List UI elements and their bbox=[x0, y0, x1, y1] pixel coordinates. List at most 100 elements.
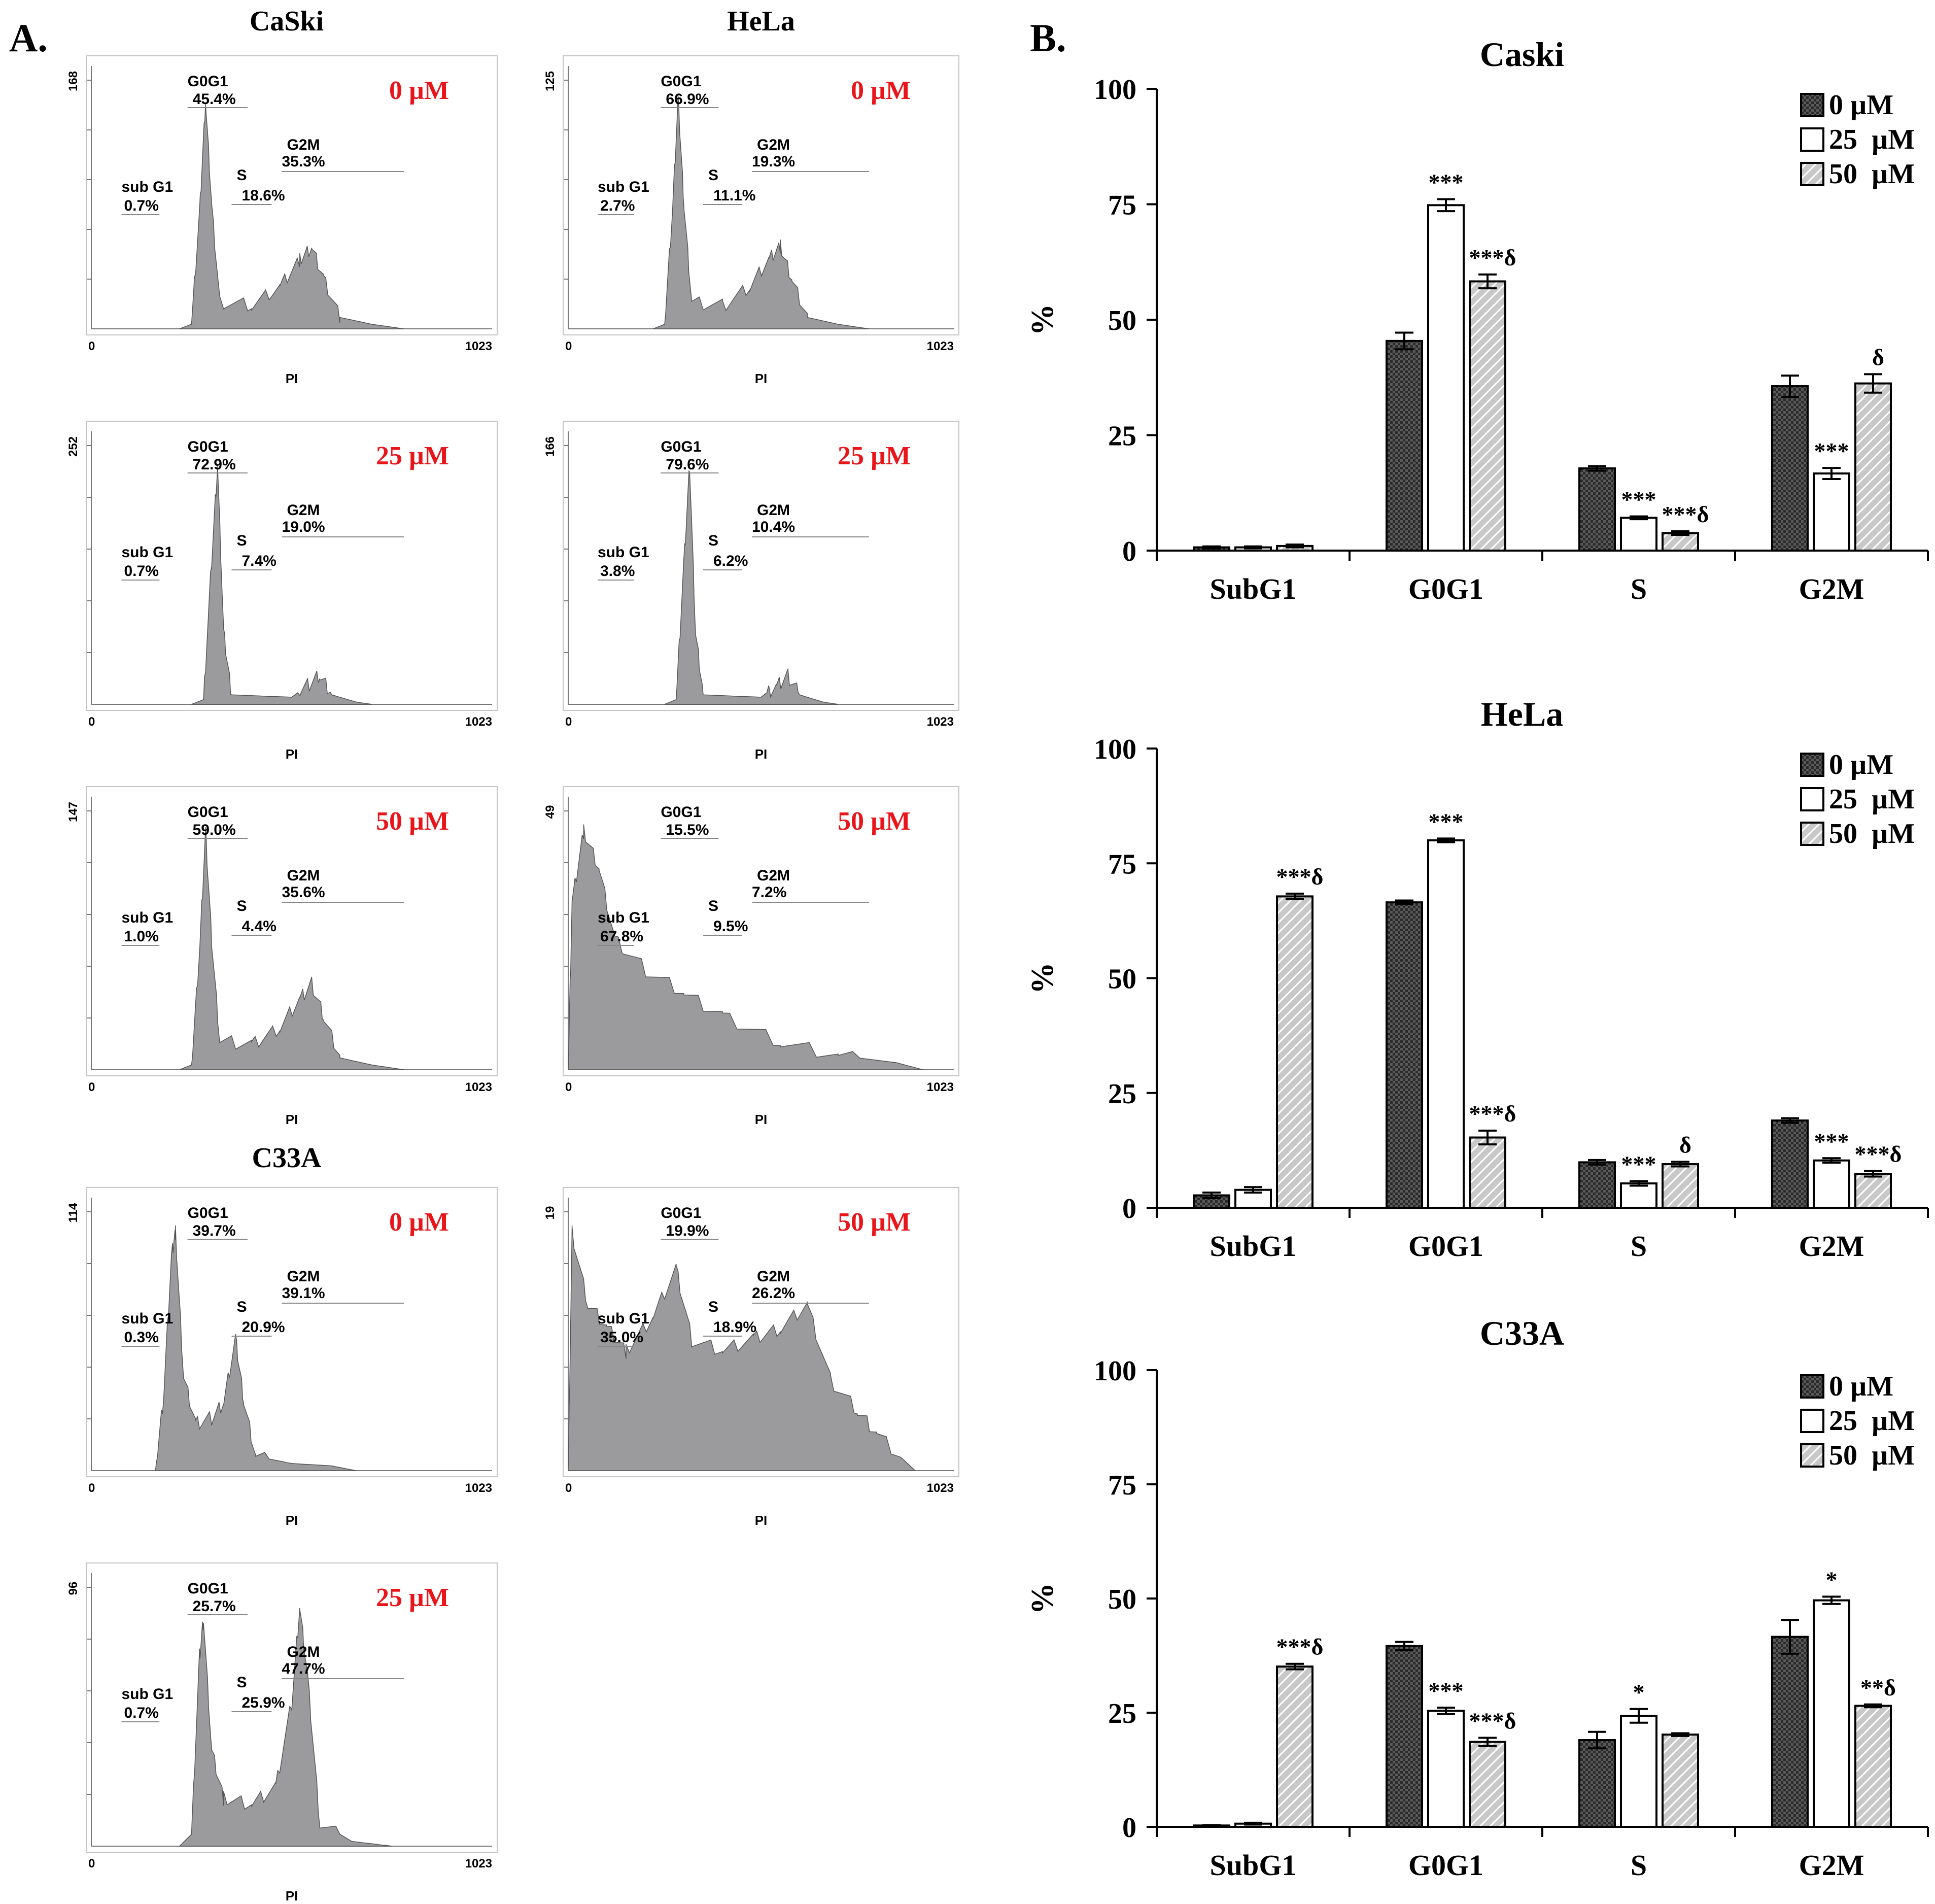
bar-c33a-s0-c1 bbox=[1386, 1645, 1423, 1828]
gate-g0g1-value: 45.4% bbox=[193, 91, 236, 108]
histogram-axis-label: PI bbox=[755, 1112, 768, 1127]
bar-c33a-s2-c2 bbox=[1662, 1733, 1699, 1828]
histogram-ymax: 125 bbox=[543, 71, 557, 91]
histogram-dose: 50 µM bbox=[376, 807, 449, 836]
histogram-ymax: 252 bbox=[66, 436, 80, 457]
significance-label: ***δ bbox=[1469, 245, 1516, 270]
panel-a-label: A. bbox=[9, 16, 48, 60]
gate-subg1-label: sub G1 bbox=[122, 909, 174, 926]
chart-y-tick-label: 100 bbox=[1094, 734, 1136, 765]
gate-subg1-value: 67.8% bbox=[600, 928, 643, 945]
gate-subg1-label: sub G1 bbox=[122, 1310, 174, 1327]
cell-title-c33a: C33A bbox=[252, 1142, 322, 1174]
gate-s-value: 11.1% bbox=[713, 187, 755, 204]
gate-s-value: 18.6% bbox=[242, 187, 285, 204]
legend-swatch bbox=[1800, 1374, 1824, 1399]
bar-hela-s0-c1 bbox=[1386, 901, 1423, 1209]
significance-label: *** bbox=[1429, 808, 1464, 834]
bar-caski-s2-c3 bbox=[1854, 382, 1892, 552]
legend-label: 0 µM bbox=[1829, 1371, 1893, 1402]
chart-x-tick-label: SubG1 bbox=[1210, 1230, 1297, 1263]
gate-g2m-value: 47.7% bbox=[282, 1660, 325, 1677]
histogram-ymax: 49 bbox=[543, 805, 557, 819]
bar-hela-s1-c3 bbox=[1813, 1159, 1850, 1209]
legend-swatch bbox=[1800, 1443, 1824, 1468]
gate-g0g1-value: 59.0% bbox=[193, 822, 236, 838]
gate-s-value: 9.5% bbox=[713, 918, 748, 935]
gate-subg1-value: 0.7% bbox=[124, 563, 159, 580]
gate-g2m-label: G2M bbox=[757, 867, 790, 884]
significance-label: * bbox=[1826, 1567, 1838, 1592]
chart-y-label: % bbox=[1025, 304, 1060, 335]
histogram-dose: 50 µM bbox=[838, 1208, 911, 1237]
chart-y-label: % bbox=[1025, 1583, 1060, 1614]
gate-g0g1-label: G0G1 bbox=[188, 1580, 228, 1597]
gate-g2m-value: 26.2% bbox=[752, 1285, 795, 1302]
gate-subg1-label: sub G1 bbox=[122, 544, 174, 561]
histogram-dose: 25 µM bbox=[376, 1583, 449, 1612]
gate-subg1-label: sub G1 bbox=[598, 179, 649, 195]
histogram-shape bbox=[179, 104, 404, 329]
histogram-ymax: 96 bbox=[66, 1582, 80, 1595]
gate-subg1-label: sub G1 bbox=[598, 544, 649, 561]
bar-caski-s0-c1 bbox=[1386, 339, 1423, 552]
chart-title: HeLa bbox=[1481, 695, 1563, 733]
bar-hela-s1-c2 bbox=[1620, 1182, 1657, 1209]
legend-label: 25 µM bbox=[1829, 784, 1915, 815]
bar-caski-s1-c2 bbox=[1620, 517, 1657, 552]
chart-x-tick-label: SubG1 bbox=[1210, 572, 1297, 605]
gate-subg1-value: 0.7% bbox=[124, 1705, 159, 1721]
bar-caski-s1-c3 bbox=[1813, 472, 1850, 552]
chart-x-tick-label: G2M bbox=[1799, 1230, 1864, 1263]
bar-caski-s0-c3 bbox=[1771, 385, 1809, 552]
legend-swatch bbox=[1800, 93, 1824, 117]
chart-y-tick-label: 0 bbox=[1122, 1812, 1136, 1844]
chart-y-tick-label: 0 bbox=[1122, 1193, 1136, 1225]
gate-g2m-label: G2M bbox=[757, 502, 790, 519]
chart-y-tick-label: 50 bbox=[1108, 305, 1136, 336]
gate-g2m-value: 19.3% bbox=[752, 153, 795, 170]
histogram-axis-label: PI bbox=[286, 1513, 298, 1528]
bar-c33a-s2-c0 bbox=[1276, 1665, 1314, 1828]
significance-label: *** bbox=[1621, 1151, 1656, 1177]
gate-s-value: 18.9% bbox=[713, 1319, 756, 1336]
significance-label: δ bbox=[1679, 1132, 1691, 1158]
legend-label: 25 µM bbox=[1829, 124, 1915, 155]
histogram-x-start: 0 bbox=[88, 1481, 95, 1495]
histogram-x-start: 0 bbox=[88, 1080, 95, 1094]
legend-swatch bbox=[1800, 162, 1824, 186]
chart-x-tick-label: G2M bbox=[1799, 1849, 1864, 1882]
histogram-x-start: 0 bbox=[88, 1857, 95, 1871]
significance-label: ***δ bbox=[1855, 1141, 1902, 1167]
histogram-axis-label: PI bbox=[755, 746, 768, 762]
histogram-x-start: 0 bbox=[565, 339, 572, 353]
chart-y-tick-label: 100 bbox=[1094, 1355, 1136, 1387]
bar-hela-s0-c2 bbox=[1578, 1161, 1616, 1209]
gate-subg1-label: sub G1 bbox=[122, 179, 174, 195]
bar-caski-s0-c2 bbox=[1578, 467, 1616, 552]
gate-g0g1-value: 15.5% bbox=[666, 822, 709, 838]
chart-y-tick-label: 25 bbox=[1108, 421, 1136, 452]
chart-y-tick-label: 75 bbox=[1108, 190, 1136, 221]
histogram-axis-label: PI bbox=[286, 1112, 298, 1127]
gate-subg1-label: sub G1 bbox=[598, 1310, 649, 1327]
gate-g2m-label: G2M bbox=[757, 1268, 790, 1285]
histogram-dose: 50 µM bbox=[838, 807, 911, 836]
significance-label: *** bbox=[1814, 438, 1849, 464]
histogram-x-end: 1023 bbox=[927, 1080, 954, 1094]
chart-x-tick-label: G0G1 bbox=[1408, 1849, 1483, 1882]
gate-s-label: S bbox=[708, 1299, 718, 1315]
cell-title-caski: CaSki bbox=[250, 6, 324, 37]
gate-s-label: S bbox=[708, 167, 718, 184]
cell-title-hela: HeLa bbox=[727, 6, 795, 37]
gate-subg1-value: 0.3% bbox=[124, 1329, 159, 1346]
bar-c33a-s1-c3 bbox=[1813, 1599, 1850, 1828]
chart-x-tick-label: S bbox=[1631, 1230, 1647, 1263]
gate-g2m-value: 10.4% bbox=[752, 519, 795, 535]
histogram-x-start: 0 bbox=[565, 1080, 572, 1094]
